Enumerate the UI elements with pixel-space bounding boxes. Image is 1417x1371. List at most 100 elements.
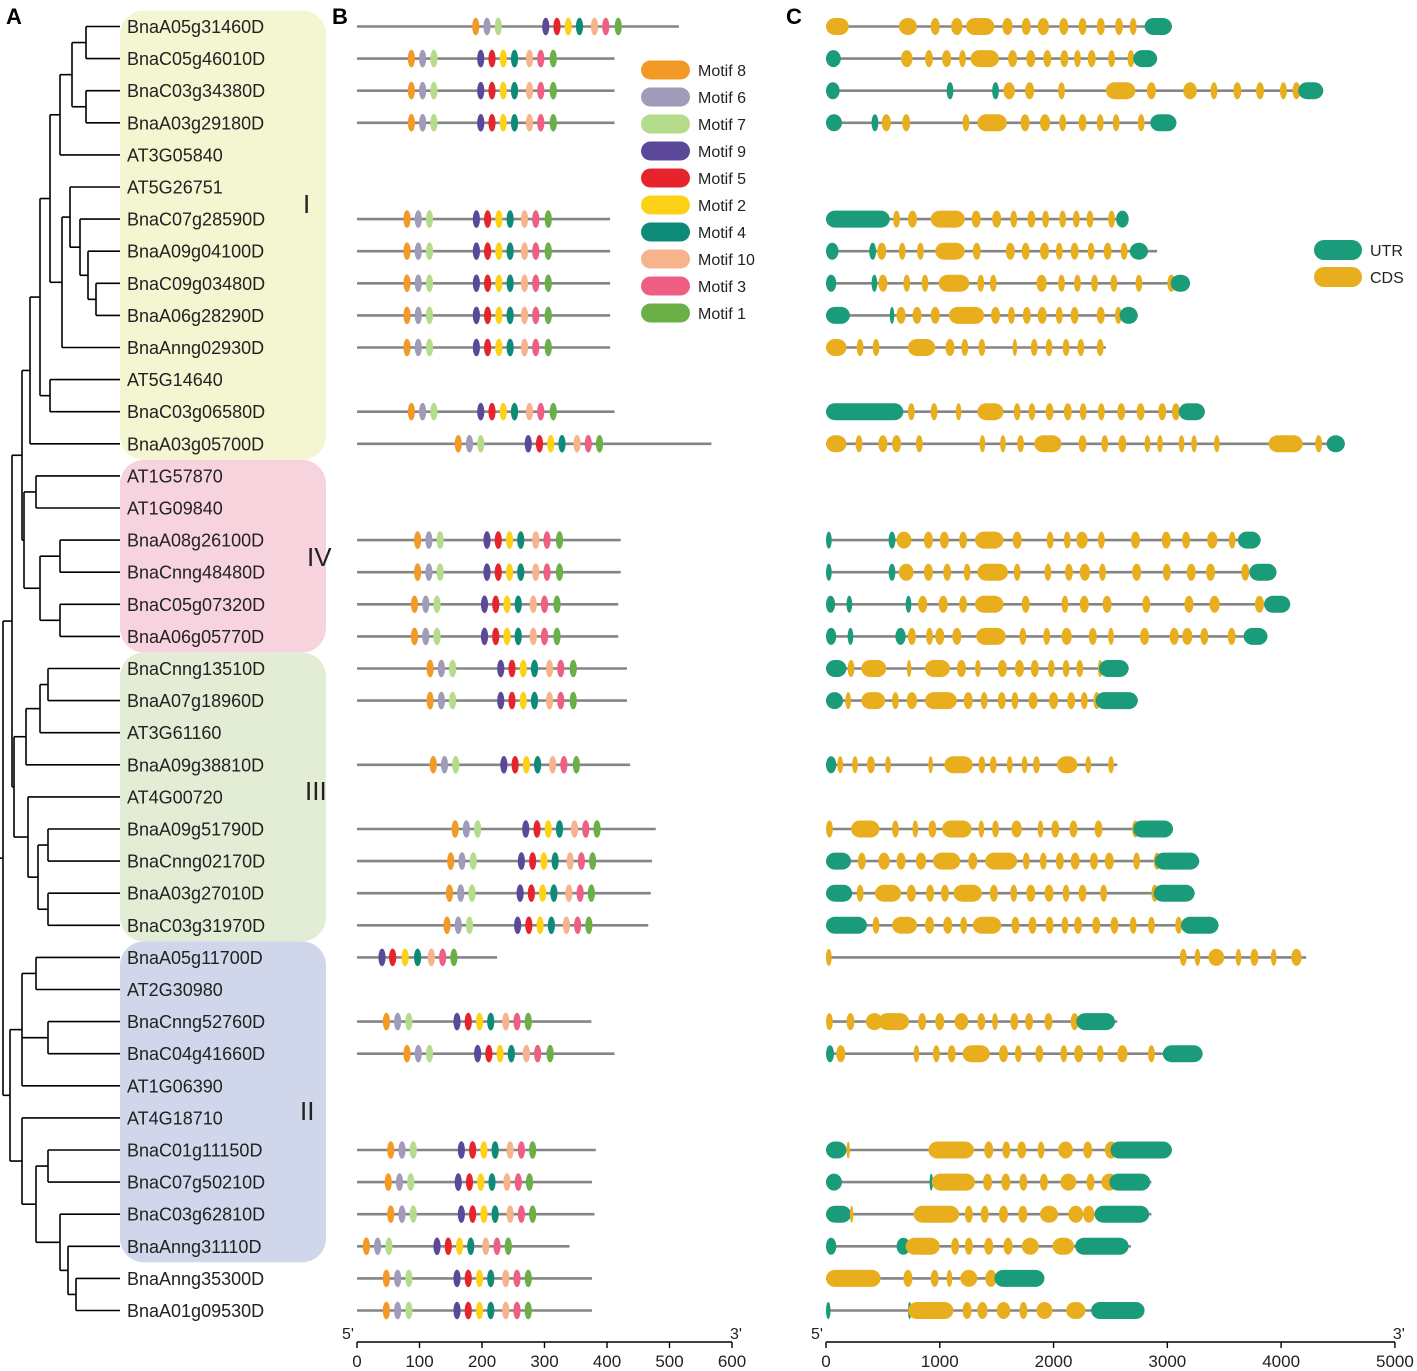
motif-legend-label: Motif 3: [698, 279, 746, 296]
cds-segment: [980, 1205, 989, 1223]
motif-10-mark: [525, 81, 534, 100]
motif-4-mark: [487, 1012, 495, 1031]
motif-7-mark: [494, 17, 502, 36]
motif-5-mark: [484, 210, 492, 228]
motif-7-mark: [405, 1269, 413, 1288]
motif-3-mark: [537, 114, 545, 132]
cds-segment: [975, 660, 981, 677]
motif-3-mark: [532, 242, 540, 260]
motif-4-mark: [487, 1301, 495, 1320]
motif-5-mark: [553, 17, 561, 36]
utr-segment: [1133, 50, 1158, 68]
cds-segment: [1108, 210, 1116, 228]
motif-8-mark: [384, 1173, 392, 1191]
motif-8-mark: [426, 659, 434, 678]
cds-segment: [1002, 18, 1013, 35]
utr-segment: [826, 82, 840, 100]
cds-segment: [1021, 18, 1031, 35]
cds-segment: [1026, 884, 1036, 902]
motif-10-mark: [502, 1012, 510, 1031]
motif-3-mark: [576, 884, 584, 902]
cds-segment: [923, 531, 933, 549]
cds-segment: [1022, 306, 1031, 324]
cds-segment: [938, 274, 970, 292]
motif-9-mark: [454, 1173, 462, 1191]
motif-10-mark: [520, 338, 529, 357]
cds-segment: [1213, 435, 1220, 453]
motif-8-mark: [403, 338, 411, 357]
motif-10-mark: [566, 852, 574, 870]
cds-segment: [1179, 948, 1187, 966]
cds-segment: [962, 1045, 990, 1063]
motif-10-mark: [562, 916, 570, 935]
axis-end-label: 3': [730, 1326, 742, 1343]
cds-segment: [1194, 948, 1201, 966]
cds-segment: [1158, 403, 1167, 421]
cds-segment: [1055, 306, 1063, 324]
cds-segment: [1200, 627, 1209, 645]
cds-segment: [1013, 403, 1021, 421]
gene-label: BnaA03g27010D: [127, 884, 264, 904]
motif-1-mark: [544, 306, 552, 325]
cds-segment: [1208, 948, 1225, 966]
utr-segment: [826, 595, 836, 613]
motif-1-mark: [589, 852, 597, 870]
gene-label: BnaA05g31460D: [127, 17, 264, 37]
cds-segment: [992, 1013, 998, 1031]
structure-legend-label: CDS: [1370, 270, 1404, 287]
cds-segment: [970, 50, 999, 68]
cds-segment: [1022, 852, 1030, 870]
utr-segment: [826, 242, 839, 260]
motif-5-mark: [533, 820, 541, 838]
motif-10-mark: [522, 1044, 530, 1063]
cds-segment: [1210, 82, 1218, 100]
motif-legend-swatch: [641, 276, 690, 296]
cds-segment: [903, 274, 911, 292]
cds-segment: [1078, 435, 1087, 453]
cds-segment: [1043, 50, 1052, 68]
cds-segment: [959, 50, 966, 68]
motif-2-mark: [495, 210, 503, 228]
motif-5-mark: [484, 338, 492, 357]
cds-segment: [1010, 884, 1018, 902]
motif-6-mark: [437, 659, 445, 678]
motif-9-mark: [542, 17, 550, 36]
subfamily-band-i: [120, 10, 326, 460]
cds-segment: [913, 1045, 920, 1063]
utr-segment: [1091, 1302, 1145, 1319]
cds-segment: [1157, 435, 1163, 453]
subfamily-label: II: [300, 1096, 314, 1126]
motif-2-mark: [503, 595, 511, 614]
cds-segment: [1117, 403, 1126, 421]
motif-10-mark: [573, 435, 581, 453]
utr-segment: [826, 1302, 831, 1319]
cds-segment: [906, 660, 912, 677]
cds-segment: [1235, 948, 1242, 966]
motif-legend-label: Motif 1: [698, 306, 746, 323]
cds-segment: [935, 627, 945, 645]
axis-start-label: 5': [342, 1326, 354, 1343]
cds-segment: [1191, 435, 1197, 453]
phylogenetic-tree: [0, 25, 120, 1312]
cds-segment: [943, 563, 952, 581]
cds-segment: [1017, 435, 1024, 453]
motif-9-mark: [477, 402, 485, 421]
cds-segment: [1147, 916, 1155, 934]
motif-2-mark: [495, 338, 503, 357]
utr-segment: [1162, 1045, 1203, 1063]
utr-segment: [992, 82, 999, 100]
motif-10-mark: [427, 948, 435, 967]
cds-segment: [902, 114, 911, 132]
cds-segment: [891, 435, 902, 453]
motif-3-mark: [532, 210, 540, 228]
cds-segment: [1030, 660, 1039, 677]
cds-segment: [896, 852, 906, 870]
motif-2-mark: [499, 81, 507, 100]
motif-1-mark: [569, 659, 577, 678]
cds-segment: [1120, 242, 1128, 260]
cds-segment: [1027, 210, 1036, 228]
utr-segment: [1178, 403, 1205, 421]
motif-1-mark: [544, 274, 552, 293]
motif-3-mark: [540, 595, 549, 614]
motif-5-mark: [465, 1173, 474, 1191]
